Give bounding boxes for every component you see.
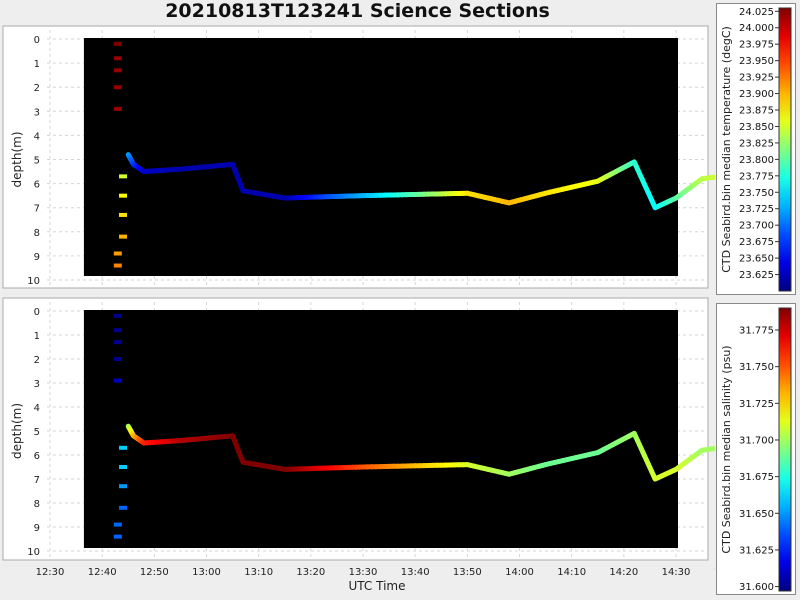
data-point [119,465,128,469]
colorbar-gradient [778,7,792,292]
colorbar-tick-label: 23.875 [739,106,774,117]
data-point [119,445,128,450]
y-tick-label: 9 [34,252,40,263]
y-tick-label: 7 [34,204,40,215]
colorbar-tick-label: 31.750 [739,362,774,373]
salinity-section-plot: 0 1 2 3 4 5 6 7 8 9 10 12:30 12:40 12:50 13:00 13:10 13… [2,297,715,593]
colorbar-tick-label: 23.950 [739,56,774,67]
data-point [113,328,122,333]
colorbar-tick-label: 24.000 [739,23,774,34]
data-point [119,484,128,489]
data-point [113,378,122,383]
salinity-colorbar: 31.775 31.750 31.725 31.700 31.675 31.650 31.6… [716,303,796,595]
y-tick-label: 1 [34,59,40,70]
x-tick-label: 14:20 [609,567,638,578]
y-tick-label: 1 [34,331,40,342]
colorbar-tick-label: 23.800 [739,155,774,166]
colorbar-tick-label: 31.650 [739,509,774,520]
x-tick-label: 13:40 [401,567,430,578]
y-tick-label: 6 [34,180,40,191]
colorbar-tick-label: 23.675 [739,237,774,248]
x-tick-label: 14:10 [557,567,586,578]
y-tick-label: 0 [34,35,40,46]
colorbar-label: CTD Seabird.bin median salinity (psu) [720,345,733,553]
data-point [119,193,128,198]
y-tick-label: 5 [34,427,40,438]
x-axis-label: UTC Time [349,579,406,593]
x-tick-label: 13:00 [192,567,221,578]
data-point [119,212,128,217]
y-tick-label: 10 [27,547,40,558]
data-point [113,85,122,90]
data-point [113,251,122,256]
x-tick-label: 12:50 [140,567,169,578]
y-tick-label: 4 [34,131,40,142]
colorbar-tick-label: 23.925 [739,73,774,84]
y-tick-label: 2 [34,355,40,366]
y-tick-label: 9 [34,523,40,534]
x-tick-label: 12:40 [88,567,117,578]
y-axis-label: depth(m) [10,132,24,188]
colorbar-tick-label: 23.975 [739,40,774,51]
colorbar-tick-label: 31.625 [739,545,774,556]
colorbar-tick-label: 24.025 [739,7,774,18]
data-point [113,56,122,61]
colorbar-tick-label: 31.775 [739,325,774,336]
y-tick-label: 0 [34,307,40,318]
y-tick-label: 2 [34,83,40,94]
x-tick-label: 13:30 [349,567,378,578]
colorbar-tick-label: 31.600 [739,582,774,593]
x-tick-label: 14:30 [662,567,691,578]
data-point [113,340,122,345]
data-point [113,534,122,539]
data-point [113,263,122,268]
colorbar-tick-label: 23.850 [739,122,774,133]
plot-area-background [83,310,679,548]
colorbar-tick-label: 23.750 [739,188,774,199]
colorbar-label: CTD Seabird.bin median temperature (degC… [720,26,733,273]
data-point [113,41,122,46]
y-tick-label: 3 [34,379,40,390]
colorbar-tick-label: 23.825 [739,138,774,149]
colorbar-tick-label: 31.675 [739,472,774,483]
data-point [113,522,122,527]
data-point [119,505,128,510]
y-tick-label: 5 [34,156,40,167]
colorbar-tick-label: 31.700 [739,435,774,446]
colorbar-tick-label: 31.725 [739,399,774,410]
y-axis-label: depth(m) [10,403,24,459]
x-tick-label: 12:30 [36,567,65,578]
colorbar-tick-label: 23.625 [739,270,774,281]
temperature-colorbar: 24.025 24.000 23.975 23.950 23.925 23.900 23.8… [716,3,796,295]
data-point [113,68,122,73]
colorbar-tick-label: 23.725 [739,204,774,215]
page-title: 20210813T123241 Science Sections [165,0,550,22]
data-point [119,174,128,179]
y-tick-label: 10 [27,276,40,287]
y-tick-label: 7 [34,475,40,486]
x-tick-label: 13:20 [296,567,325,578]
colorbar-tick-label: 23.700 [739,221,774,232]
data-point [113,357,122,361]
plot-area-background [83,38,679,276]
y-tick-label: 8 [34,499,40,510]
colorbar-tick-label: 23.650 [739,254,774,265]
colorbar-tick-label: 23.900 [739,89,774,100]
x-tick-label: 14:00 [505,567,534,578]
y-tick-label: 4 [34,403,40,414]
y-tick-label: 3 [34,107,40,118]
data-point [119,234,128,239]
y-tick-label: 8 [34,228,40,239]
colorbar-tick-label: 23.775 [739,171,774,182]
x-tick-label: 14:40 [714,567,715,578]
x-tick-label: 13:10 [244,567,273,578]
data-point [113,106,122,111]
y-tick-label: 6 [34,451,40,462]
colorbar-gradient [778,307,792,592]
x-tick-label: 13:50 [453,567,482,578]
temperature-section-plot: 0 1 2 3 4 5 6 7 8 9 10 depth(m) [2,25,715,289]
data-point [113,313,122,318]
